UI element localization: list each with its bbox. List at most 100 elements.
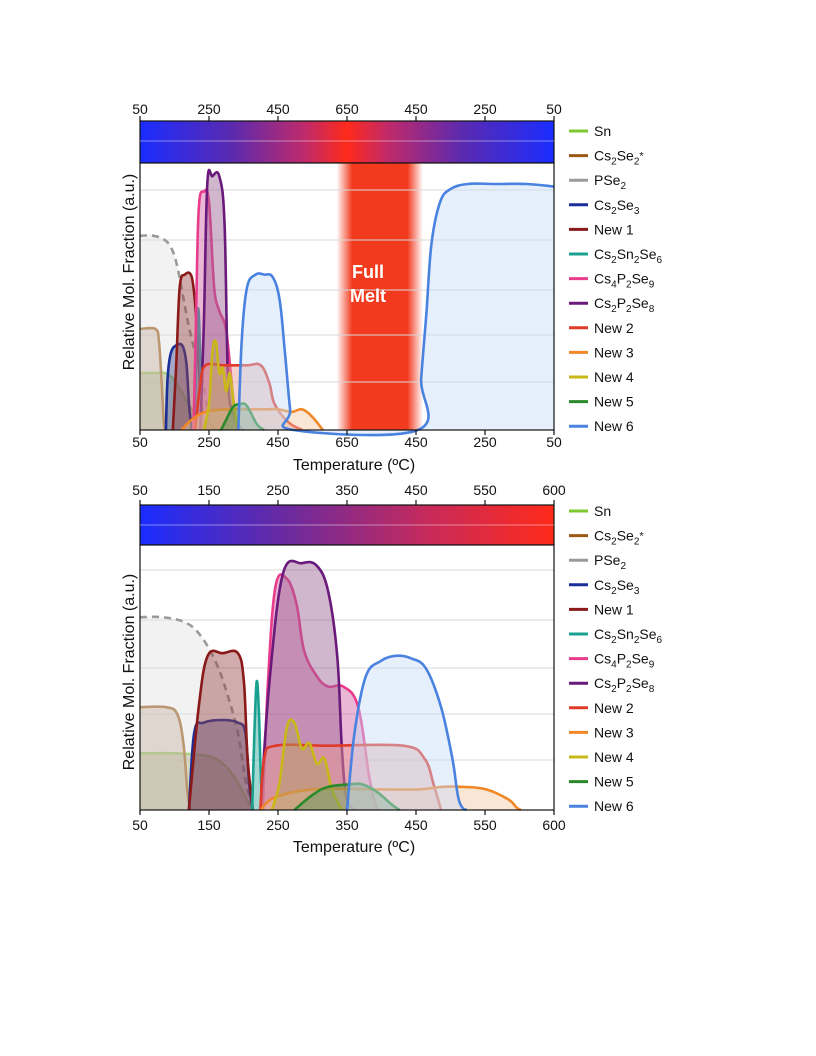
top-x-axis-label: Temperature (ºC) (293, 457, 415, 474)
bottom-line-cs2se2 (139, 705, 192, 811)
top-legend-item-new-2: New 2 (569, 320, 634, 336)
bottom-legend-label-new-6: New 6 (594, 798, 634, 814)
full-melt-label-line2: Melt (350, 286, 386, 306)
top-legend-label-sn: Sn (594, 123, 611, 139)
top-bottom-tick-label: 250 (473, 434, 497, 450)
top-top-tick-label: 250 (197, 101, 221, 117)
bottom-area-new-1 (188, 650, 253, 810)
bottom-area-sn (140, 753, 253, 810)
top-line-sn (140, 371, 222, 432)
bottom-plot-background (140, 545, 554, 810)
bottom-axis-ticks-bottom: 50 150 250 350 450 550 600 (132, 810, 566, 833)
top-legend-item-cs2se3: Cs2Se3 (569, 197, 640, 217)
top-legend-label-cs2se3: Cs2Se3 (594, 197, 640, 217)
bottom-top-tick-label: 550 (473, 482, 497, 498)
top-bottom-tick-label: 50 (132, 434, 148, 450)
top-series-cs2se3 (164, 342, 194, 431)
top-top-tick-label: 50 (132, 101, 148, 117)
top-axis-ticks-bottom: 50 250 450 650 450 250 50 (132, 430, 562, 450)
bottom-bottom-tick-label: 250 (266, 817, 290, 833)
bottom-temperature-colorbar (139, 504, 555, 546)
top-legend-label-cs2p2se8: Cs2P2Se8 (594, 295, 655, 315)
top-legend-item-new-6: New 6 (569, 418, 634, 434)
top-bottom-tick-label: 450 (404, 434, 428, 450)
top-bottom-tick-label: 450 (266, 434, 290, 450)
top-area-new-3 (181, 409, 323, 430)
bottom-line-new-5 (293, 782, 401, 812)
top-legend-item-new-1: New 1 (569, 221, 634, 237)
top-legend-label-pse2: PSe2 (594, 172, 626, 192)
bottom-legend-item-new-5: New 5 (569, 774, 634, 790)
top-line-pse2 (139, 234, 214, 431)
bottom-legend-label-new-3: New 3 (594, 724, 634, 740)
top-legend-item-pse2: PSe2 (569, 172, 626, 192)
bottom-line-new-4 (270, 718, 343, 811)
bottom-legend-item-new-6: New 6 (569, 798, 634, 814)
top-line-cs2se3 (164, 342, 194, 431)
top-top-tick-label: 450 (266, 101, 290, 117)
top-area-cs2se2 (140, 327, 165, 430)
bottom-bottom-tick-label: 350 (335, 817, 359, 833)
top-top-tick-label: 650 (335, 101, 359, 117)
bottom-series-new-1 (187, 649, 255, 811)
bottom-legend-label-new-5: New 5 (594, 774, 634, 790)
top-legend-item-sn: Sn (569, 123, 611, 139)
bottom-bottom-tick-label: 550 (473, 817, 497, 833)
bottom-line-new-2 (259, 743, 443, 811)
top-series-sn (140, 371, 222, 432)
top-bottom-tick-label: 650 (335, 434, 359, 450)
bottom-legend: Sn Cs2Se2* PSe2 Cs2Se3 New 1 Cs2Sn2Se6 Cs4P2Se… (569, 503, 663, 814)
bottom-legend-item-new-2: New 2 (569, 700, 634, 716)
full-melt-label-line1: Full (352, 262, 384, 282)
top-area-new-1 (172, 272, 206, 430)
bottom-legend-item-cs2se3: Cs2Se3 (569, 577, 640, 597)
bottom-legend-label-cs4p2se9: Cs4P2Se9 (594, 651, 655, 671)
bottom-legend-item-new-4: New 4 (569, 749, 634, 765)
bottom-legend-label-pse2: PSe2 (594, 552, 626, 572)
top-legend-item-new-5: New 5 (569, 394, 634, 410)
bottom-line-new-1 (187, 649, 255, 811)
bottom-series-group (139, 559, 522, 812)
bottom-series-new-3 (259, 785, 522, 812)
top-legend-item-new-3: New 3 (569, 344, 634, 360)
top-series-new-5 (219, 402, 265, 432)
bottom-legend-item-new-3: New 3 (569, 724, 634, 740)
top-line-cs2p2se8 (199, 168, 245, 431)
top-axis-ticks-top: 50 250 450 650 450 250 50 (132, 101, 562, 121)
top-line-new-5 (219, 402, 265, 432)
top-legend-label-cs2sn2se6: Cs2Sn2Se6 (594, 246, 663, 266)
top-legend-label-cs4p2se9: Cs4P2Se9 (594, 271, 655, 291)
bottom-line-new-3 (259, 785, 522, 812)
top-gridlines (140, 189, 554, 383)
bottom-line-new-6 (345, 654, 468, 812)
top-legend-item-cs2se2: Cs2Se2* (569, 148, 644, 168)
top-legend-item-cs2p2se8: Cs2P2Se8 (569, 295, 655, 315)
top-area-sn (140, 372, 222, 430)
bottom-area-cs2se2 (140, 706, 191, 810)
top-legend-label-new-6: New 6 (594, 418, 634, 434)
top-series-new-2 (193, 362, 303, 432)
bottom-axis-ticks-top: 50 150 250 350 450 550 600 (132, 482, 566, 505)
top-area-new-2 (195, 363, 303, 430)
top-line-new-2 (193, 362, 303, 432)
top-legend-label-new-1: New 1 (594, 221, 634, 237)
top-legend-label-cs2se2: Cs2Se2* (594, 148, 644, 168)
bottom-line-cs2p2se8 (259, 559, 356, 811)
top-line-cs2se2 (139, 326, 167, 431)
bottom-series-cs2se2 (139, 705, 192, 811)
bottom-series-new-6 (345, 654, 468, 812)
bottom-legend-label-sn: Sn (594, 503, 611, 519)
bottom-legend-item-pse2: PSe2 (569, 552, 626, 572)
bottom-legend-label-new-2: New 2 (594, 700, 634, 716)
top-legend-item-cs2sn2se6: Cs2Sn2Se6 (569, 246, 663, 266)
bottom-legend-item-cs2se2: Cs2Se2* (569, 528, 644, 548)
top-bottom-tick-label: 250 (197, 434, 221, 450)
top-series-new-6 (237, 182, 555, 437)
top-line-new-6 (237, 182, 555, 437)
top-legend-label-new-3: New 3 (594, 344, 634, 360)
top-panel: 50 250 450 650 450 250 50 Full Melt 50 250 450 65… (121, 101, 663, 474)
top-series-cs2se2 (139, 326, 167, 431)
top-top-tick-label: 450 (404, 101, 428, 117)
bottom-top-tick-label: 50 (132, 482, 148, 498)
top-legend-label-new-5: New 5 (594, 394, 634, 410)
